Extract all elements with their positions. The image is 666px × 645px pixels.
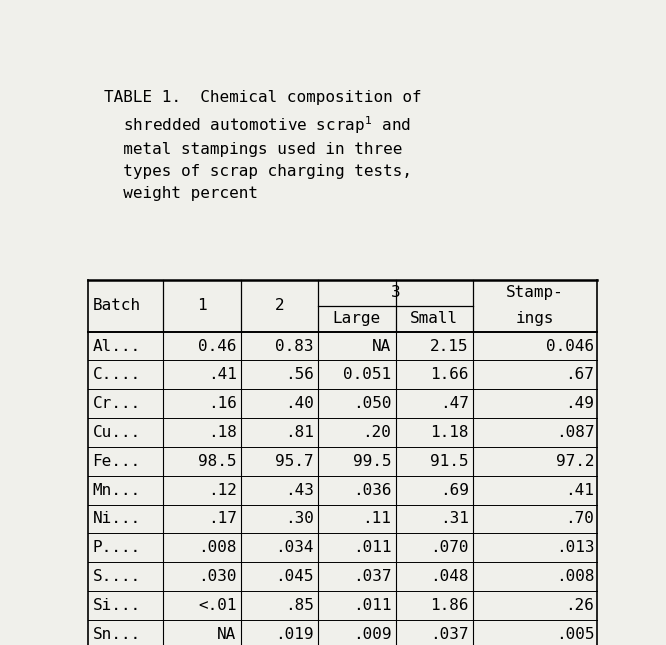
Text: .85: .85 [285, 598, 314, 613]
Text: .011: .011 [353, 541, 392, 555]
Text: Si...: Si... [93, 598, 141, 613]
Text: Fe...: Fe... [93, 454, 141, 469]
Text: 1.66: 1.66 [430, 368, 469, 382]
Text: Large: Large [333, 311, 381, 326]
Text: .005: .005 [555, 627, 594, 642]
Text: 1.86: 1.86 [430, 598, 469, 613]
Text: .11: .11 [362, 511, 392, 526]
Text: 0.046: 0.046 [546, 339, 594, 353]
Text: .048: .048 [430, 569, 469, 584]
Text: 2.15: 2.15 [430, 339, 469, 353]
Text: .036: .036 [353, 482, 392, 497]
Text: 95.7: 95.7 [276, 454, 314, 469]
Text: 1: 1 [197, 298, 206, 313]
Text: 0.83: 0.83 [276, 339, 314, 353]
Text: .41: .41 [565, 482, 594, 497]
Text: .40: .40 [285, 396, 314, 412]
Text: 2: 2 [274, 298, 284, 313]
Text: .41: .41 [208, 368, 236, 382]
Text: .30: .30 [285, 511, 314, 526]
Text: .011: .011 [353, 598, 392, 613]
Text: 0.46: 0.46 [198, 339, 236, 353]
Text: .12: .12 [208, 482, 236, 497]
Text: .47: .47 [440, 396, 469, 412]
Text: .67: .67 [565, 368, 594, 382]
Text: Small: Small [410, 311, 458, 326]
Text: C....: C.... [93, 368, 141, 382]
Text: Mn...: Mn... [93, 482, 141, 497]
Text: 99.5: 99.5 [353, 454, 392, 469]
Text: 3: 3 [391, 285, 400, 300]
Text: .008: .008 [555, 569, 594, 584]
Text: .037: .037 [353, 569, 392, 584]
Text: .56: .56 [285, 368, 314, 382]
Text: Sn...: Sn... [93, 627, 141, 642]
Text: .43: .43 [285, 482, 314, 497]
Text: NA: NA [217, 627, 236, 642]
Text: .26: .26 [565, 598, 594, 613]
Text: Ni...: Ni... [93, 511, 141, 526]
Text: TABLE 1.  Chemical composition of
  shredded automotive scrap$^1$ and
  metal st: TABLE 1. Chemical composition of shredde… [104, 90, 422, 201]
Text: Al...: Al... [93, 339, 141, 353]
Text: .050: .050 [353, 396, 392, 412]
Text: .013: .013 [555, 541, 594, 555]
Text: 1.18: 1.18 [430, 425, 469, 440]
Text: 97.2: 97.2 [555, 454, 594, 469]
Text: ings: ings [515, 311, 554, 326]
Text: S....: S.... [93, 569, 141, 584]
Text: .17: .17 [208, 511, 236, 526]
Text: .019: .019 [276, 627, 314, 642]
Text: .009: .009 [353, 627, 392, 642]
Text: Cu...: Cu... [93, 425, 141, 440]
Text: .008: .008 [198, 541, 236, 555]
Text: 98.5: 98.5 [198, 454, 236, 469]
Text: .20: .20 [362, 425, 392, 440]
Text: .16: .16 [208, 396, 236, 412]
Text: .31: .31 [440, 511, 469, 526]
Text: .034: .034 [276, 541, 314, 555]
Text: .18: .18 [208, 425, 236, 440]
Text: .037: .037 [430, 627, 469, 642]
Text: .49: .49 [565, 396, 594, 412]
Text: P....: P.... [93, 541, 141, 555]
Text: .030: .030 [198, 569, 236, 584]
Text: .045: .045 [276, 569, 314, 584]
Text: Batch: Batch [93, 298, 141, 313]
Text: .70: .70 [565, 511, 594, 526]
Text: .087: .087 [555, 425, 594, 440]
Text: NA: NA [372, 339, 392, 353]
Text: 91.5: 91.5 [430, 454, 469, 469]
Text: .070: .070 [430, 541, 469, 555]
Text: Stamp-: Stamp- [506, 285, 563, 300]
Text: .69: .69 [440, 482, 469, 497]
Text: .81: .81 [285, 425, 314, 440]
Text: 0.051: 0.051 [343, 368, 392, 382]
Text: <.01: <.01 [198, 598, 236, 613]
Text: Cr...: Cr... [93, 396, 141, 412]
